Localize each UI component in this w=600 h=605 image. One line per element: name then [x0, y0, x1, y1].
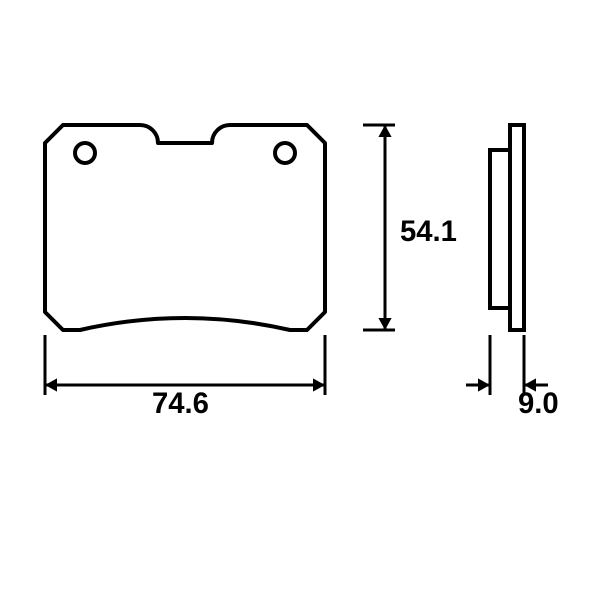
height-dimension-label: 54.1 [400, 216, 457, 249]
side-backplate [510, 125, 524, 330]
width-dimension-label: 74.6 [152, 388, 209, 421]
mount-hole-right [275, 143, 295, 163]
mount-hole-left [75, 143, 95, 163]
dimension-diagram: 74.6 54.1 9.0 [0, 0, 600, 600]
front-outline [45, 125, 325, 330]
diagram-svg [0, 0, 600, 600]
thickness-dimension-label: 9.0 [518, 388, 559, 421]
side-friction [490, 150, 510, 308]
